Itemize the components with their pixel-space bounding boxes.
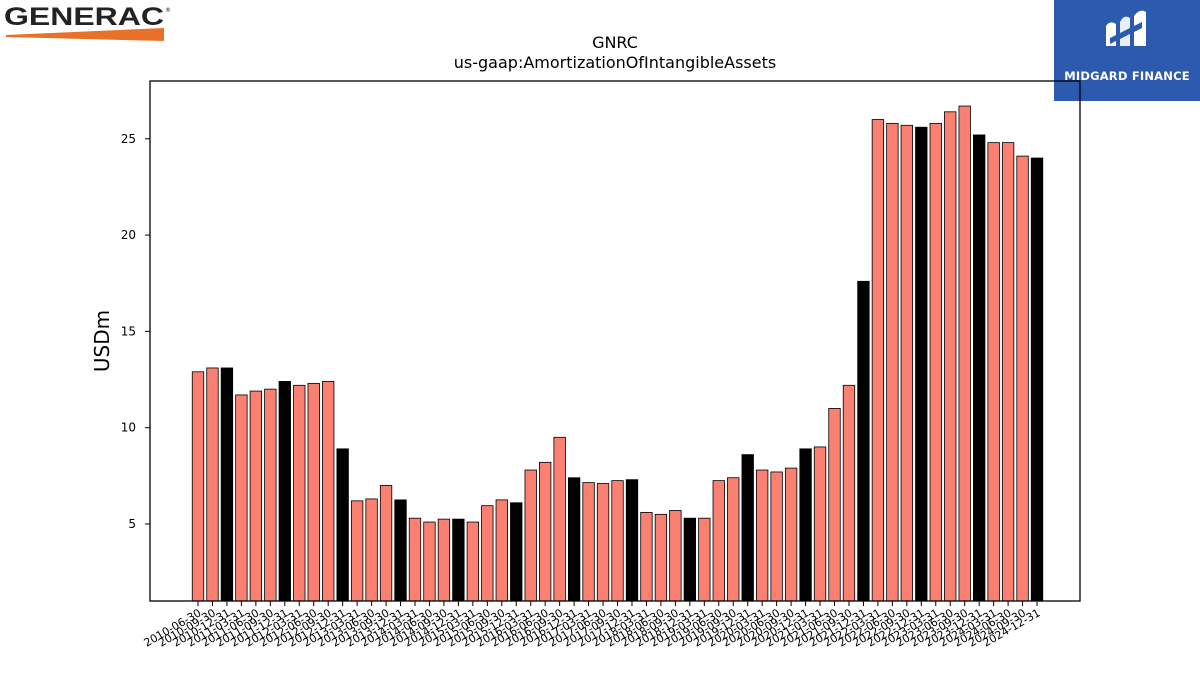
bar-2017-12-31 <box>625 479 639 602</box>
bar-2013-06-30 <box>365 498 378 602</box>
x-ticks-group: 2010-06-302010-09-302010-12-312011-03-31… <box>142 601 1043 650</box>
bar-2010-12-31 <box>220 367 234 602</box>
bar-2021-06-30 <box>828 408 841 602</box>
bar-2010-06-30 <box>191 371 205 602</box>
bar-2023-03-31 <box>929 122 942 602</box>
bar-2013-03-31 <box>350 500 364 602</box>
bar-2020-09-30 <box>784 467 798 602</box>
bar-2013-12-31 <box>394 499 407 602</box>
bar-2016-06-30 <box>539 461 552 602</box>
bar-2022-03-31 <box>871 119 885 602</box>
midgard-finance-label: MIDGARD FINANCE <box>1064 69 1190 83</box>
bar-2020-03-31 <box>756 469 769 602</box>
bar-2018-03-31 <box>640 512 653 602</box>
y-tick-label: 15 <box>121 324 136 338</box>
bar-2021-03-31 <box>813 446 827 602</box>
bar-2014-03-31 <box>408 517 422 602</box>
bar-2012-03-31 <box>293 384 306 602</box>
bar-2024-12-31 <box>1030 157 1044 602</box>
bar-2016-03-31 <box>524 469 537 602</box>
bar-2019-09-30 <box>727 477 740 602</box>
bar-2011-06-30 <box>249 390 263 602</box>
bar-2017-06-30 <box>596 483 610 602</box>
y-axis-label: USDm <box>90 310 114 372</box>
bar-2012-06-30 <box>307 382 320 602</box>
bar-2023-09-30 <box>958 105 971 602</box>
bar-2011-09-30 <box>264 388 277 602</box>
bar-2021-12-31 <box>857 280 870 602</box>
midgard-emblem-icon <box>1106 10 1146 47</box>
bar-2023-06-30 <box>944 111 957 602</box>
bar-2019-12-31 <box>741 454 754 602</box>
bar-2020-12-31 <box>799 448 812 602</box>
bar-2015-12-31 <box>510 502 523 602</box>
midgard-finance-logo: MIDGARD FINANCE <box>1054 0 1200 101</box>
bar-2014-12-31 <box>452 518 465 602</box>
generac-logo: GENERAC ® <box>4 4 171 41</box>
bar-2012-09-30 <box>322 381 335 602</box>
bar-2022-06-30 <box>886 122 899 602</box>
chart-title: GNRC <box>592 33 638 52</box>
bar-2015-06-30 <box>481 505 494 602</box>
bar-2013-09-30 <box>379 485 393 602</box>
bar-2014-06-30 <box>423 521 436 602</box>
bar-2021-09-30 <box>842 384 856 602</box>
bar-2018-06-30 <box>654 513 668 602</box>
bar-2019-06-30 <box>712 480 725 602</box>
bar-2022-12-31 <box>915 126 928 602</box>
y-tick-label: 25 <box>121 132 136 146</box>
bar-2015-09-30 <box>495 499 508 602</box>
bar-2016-09-30 <box>553 436 566 602</box>
y-tick-label: 20 <box>121 228 136 242</box>
bar-2011-12-31 <box>278 381 291 602</box>
bar-2017-09-30 <box>611 480 624 602</box>
bar-2022-09-30 <box>900 124 913 602</box>
bar-2018-09-30 <box>669 510 682 602</box>
plot-frame <box>149 80 1081 602</box>
registered-mark-icon: ® <box>165 7 171 14</box>
bar-2019-03-31 <box>698 517 711 602</box>
y-tick-label: 10 <box>121 421 136 435</box>
bar-2015-03-31 <box>466 521 480 602</box>
y-ticks-group: 5 10 15 20 25 <box>121 132 150 531</box>
bar-2014-09-30 <box>437 518 451 602</box>
bar-2020-06-30 <box>770 471 783 602</box>
bar-2024-09-30 <box>1016 155 1029 602</box>
bar-2018-12-31 <box>683 517 696 602</box>
generac-logo-text: GENERAC <box>4 4 164 31</box>
bars-group <box>191 105 1044 602</box>
bar-2012-12-31 <box>336 448 349 602</box>
bar-2024-03-31 <box>987 142 1000 602</box>
bar-2016-12-31 <box>567 477 581 602</box>
bar-2017-03-31 <box>582 482 595 602</box>
bar-2011-03-31 <box>235 394 248 602</box>
chart-subtitle: us-gaap:AmortizationOfIntangibleAssets <box>454 53 776 72</box>
y-tick-label: 5 <box>128 517 136 531</box>
bar-2023-12-31 <box>973 134 986 602</box>
generac-swoosh <box>6 28 164 41</box>
bar-2010-09-30 <box>206 367 219 602</box>
bar-2024-06-30 <box>1001 142 1015 602</box>
